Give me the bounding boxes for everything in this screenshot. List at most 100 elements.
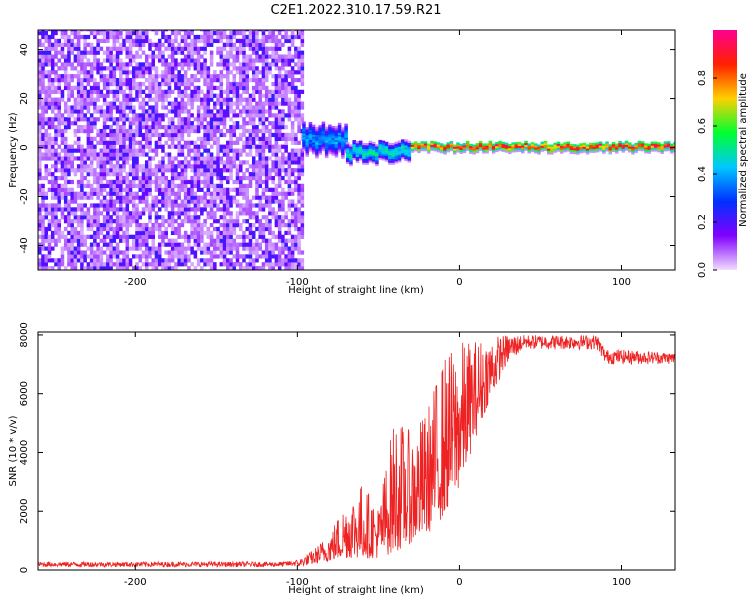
spectrogram-cell xyxy=(315,134,319,137)
spectrogram-cell xyxy=(154,219,159,224)
spectrogram-cell xyxy=(151,42,156,47)
spectrogram-cell xyxy=(349,146,353,149)
spectrogram-cell xyxy=(193,234,198,239)
spectrogram-cell xyxy=(222,226,227,232)
spectrogram-cell xyxy=(287,238,292,243)
spectrogram-cell xyxy=(238,101,243,106)
spectrogram-cell xyxy=(67,117,71,122)
spectrogram-cell xyxy=(135,195,139,200)
spectrogram-cell xyxy=(213,242,217,247)
spectrogram-cell xyxy=(96,183,100,189)
spectrogram-cell xyxy=(433,141,438,144)
spectrogram-cell xyxy=(290,203,295,208)
spectrogram-cell xyxy=(119,144,123,149)
spectrogram-cell xyxy=(96,89,100,94)
spectrogram-cell xyxy=(190,128,194,134)
spectrogram-cell xyxy=(102,160,107,165)
spectrogram-cell xyxy=(235,222,240,228)
spectrogram-cell xyxy=(261,172,266,177)
spectrogram-cell xyxy=(663,147,668,150)
spectrogram-cell xyxy=(206,175,211,181)
spectrogram-cell xyxy=(537,152,541,155)
spectrogram-cell xyxy=(255,105,259,110)
spectrogram-cell xyxy=(183,117,188,122)
spectrogram-cell xyxy=(128,42,133,47)
spectrogram-cell xyxy=(540,147,545,150)
spectrogram-cell xyxy=(589,146,593,149)
spectrogram-cell xyxy=(164,113,168,118)
spectrogram-cell xyxy=(151,109,156,114)
spectrogram-cell xyxy=(216,74,220,79)
spectrogram-cell xyxy=(274,183,279,189)
spectrogram-cell xyxy=(308,129,313,133)
spectrogram-cell xyxy=(287,34,292,40)
spectrogram-cell xyxy=(86,152,91,157)
spectrogram-cell xyxy=(115,93,120,98)
spectrogram-cell xyxy=(164,168,168,173)
spectrogram-cell xyxy=(174,172,178,177)
spectrogram-cell xyxy=(151,74,156,79)
spectrogram-cell xyxy=(222,101,227,106)
spectrogram-cell xyxy=(151,179,156,185)
spectrogram-cell xyxy=(315,142,319,145)
spectrogram-cell xyxy=(271,242,275,247)
spectrogram-cell xyxy=(219,187,224,192)
spectrogram-cell xyxy=(290,140,295,145)
spectrogram-cell xyxy=(245,234,250,239)
spectrogram-cell xyxy=(102,58,107,63)
spectrogram-cell xyxy=(177,211,181,216)
spectrogram-cell xyxy=(109,109,113,114)
spectrogram-cell xyxy=(647,147,651,150)
spectrogram-cell xyxy=(287,230,292,236)
spectrogram-cell xyxy=(216,128,220,134)
spectrogram-cell xyxy=(397,154,402,157)
spectrogram-cell xyxy=(115,242,120,247)
spectrogram-cell xyxy=(183,187,188,192)
spectrogram-cell xyxy=(219,128,224,134)
spectrogram-cell xyxy=(255,42,259,47)
spectrogram-cell xyxy=(60,258,65,263)
spectrogram-cell xyxy=(132,164,136,169)
spectrogram-cell xyxy=(465,144,470,148)
spectrogram-cell xyxy=(206,101,211,106)
spectrogram-cell xyxy=(238,46,243,51)
spectrogram-cell xyxy=(122,199,126,204)
spectrogram-cell xyxy=(569,145,574,149)
spectrogram-cell xyxy=(433,145,438,148)
spectrogram-cell xyxy=(60,234,65,239)
spectrogram-cell xyxy=(86,207,91,212)
spectrogram-cell xyxy=(167,254,172,259)
spectrogram-cell xyxy=(128,156,133,161)
spectrogram-cell xyxy=(290,58,295,63)
spectrogram-cell xyxy=(125,199,130,204)
spectrogram-cell xyxy=(219,160,224,165)
spectrogram-cell xyxy=(248,140,253,145)
spectrogram-cell xyxy=(537,146,541,149)
spectrogram-cell xyxy=(106,101,110,106)
spectrogram-cell xyxy=(475,150,480,154)
spectrogram-cell xyxy=(414,147,418,150)
spectrogram-cell xyxy=(174,254,178,259)
spectrogram-cell xyxy=(277,38,282,44)
spectrogram-cell xyxy=(128,117,133,122)
spectrogram-cell xyxy=(54,203,58,208)
spectrogram-cell xyxy=(462,150,467,154)
spectrogram-cell xyxy=(358,140,363,143)
spectrogram-cell xyxy=(115,81,120,87)
spectrogram-cell xyxy=(264,58,269,63)
spectrogram-cell xyxy=(337,128,342,131)
spectrogram-cell xyxy=(315,136,319,139)
spectrogram-cell xyxy=(196,242,201,247)
spectrogram-cell xyxy=(102,195,107,200)
spectrogram-cell xyxy=(83,160,87,165)
spectrogram-cell xyxy=(122,144,126,149)
spectrogram-cell xyxy=(174,38,178,44)
spectrogram-cell xyxy=(297,117,301,122)
spectrogram-cell xyxy=(533,149,538,152)
spectrogram-cell xyxy=(302,137,306,140)
spectrogram-cell xyxy=(50,97,55,102)
spectrogram-cell xyxy=(135,62,139,67)
spectrogram-cell xyxy=(261,222,266,228)
spectrogram-cell xyxy=(318,134,322,138)
